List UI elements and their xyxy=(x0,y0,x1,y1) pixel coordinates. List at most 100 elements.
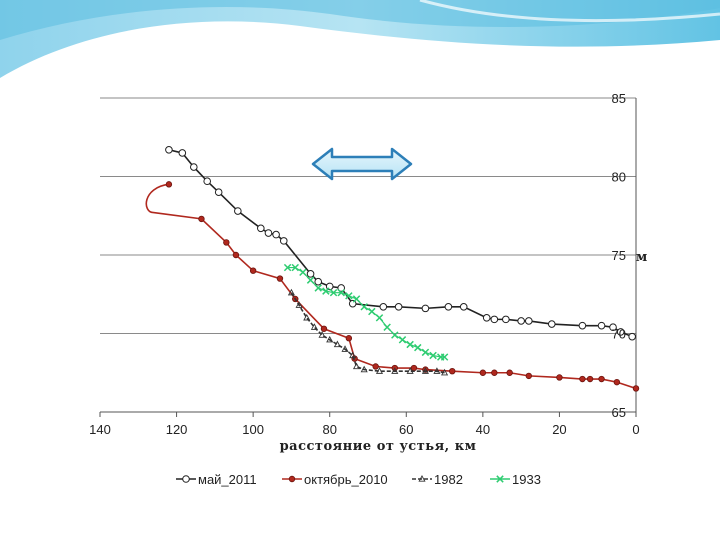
chart-ticks: 65 70 75 80 85 140 120 100 80 60 40 20 0 xyxy=(89,91,639,437)
chart-series xyxy=(145,146,640,392)
point-май_2011-16 xyxy=(394,303,403,311)
y-tick-label-70: 70 xyxy=(612,327,626,342)
x-axis-title: расстояние от устья, км xyxy=(280,439,477,454)
point-октябрь_2010-2 xyxy=(223,239,230,246)
point-1933-1-b xyxy=(291,263,299,272)
point-май_2011-10 xyxy=(306,270,315,278)
x-tick-label-20: 20 xyxy=(552,422,566,437)
point-1982-8 xyxy=(349,351,357,359)
point-май_2011-20 xyxy=(482,314,491,322)
point-октябрь_2010-7 xyxy=(320,325,328,332)
line-1982 xyxy=(290,292,445,374)
point-октябрь_2010-0 xyxy=(165,181,173,188)
point-1933-17 xyxy=(414,343,422,352)
point-1933-10 xyxy=(360,303,368,311)
point-май_2011-24 xyxy=(525,317,533,325)
point-1982-6 xyxy=(333,340,341,348)
y-tick-label-80: 80 xyxy=(612,170,626,185)
point-1982-12 xyxy=(391,367,399,374)
point-1982-7 xyxy=(341,345,349,352)
legend-marker-1933-b xyxy=(496,475,504,483)
point-1933-1 xyxy=(291,263,299,272)
y-tick-label-85: 85 xyxy=(612,91,626,106)
point-май_2011-9 xyxy=(279,237,288,245)
point-1933-16-b xyxy=(406,340,414,349)
point-май_2011-1 xyxy=(178,149,187,157)
point-1933-15 xyxy=(398,336,407,344)
point-1982-1 xyxy=(295,301,303,308)
point-1933-9 xyxy=(352,295,361,303)
banner-stripe xyxy=(419,0,720,23)
point-май_2011-18 xyxy=(444,303,453,311)
point-май_2011-2 xyxy=(190,163,198,171)
point-май_2011-29 xyxy=(616,328,625,336)
point-октябрь_2010-14 xyxy=(449,367,456,375)
point-1933-12-b xyxy=(375,314,384,322)
legend: май_2011 октябрь_2010 1982 1933 xyxy=(176,472,541,487)
point-1933-19 xyxy=(429,351,437,360)
point-1982-14 xyxy=(421,367,429,374)
point-1933-16 xyxy=(406,340,414,349)
point-октябрь_2010-16 xyxy=(491,369,498,376)
point-октябрь_2010-23 xyxy=(613,378,621,386)
point-1933-7 xyxy=(337,288,345,297)
legend-label-октябрь_2010: октябрь_2010 xyxy=(304,472,388,487)
x-tick-label-80: 80 xyxy=(322,422,336,437)
x-tick-label-40: 40 xyxy=(476,422,490,437)
x-tick-label-60: 60 xyxy=(399,422,413,437)
point-1933-7-b xyxy=(337,288,345,297)
legend-marker-1933 xyxy=(496,475,504,483)
point-1933-21 xyxy=(440,353,449,361)
point-1933-18 xyxy=(421,348,430,357)
double-arrow-icon xyxy=(311,147,413,181)
legend-label-1982: 1982 xyxy=(434,472,463,487)
point-1982-13 xyxy=(406,367,414,374)
point-октябрь_2010-3 xyxy=(232,251,240,259)
point-1933-18-b xyxy=(421,348,430,357)
point-май_2011-7 xyxy=(264,229,273,237)
point-1933-9-b xyxy=(352,295,361,303)
point-1933-5 xyxy=(322,287,330,295)
point-1933-8-b xyxy=(345,292,353,300)
point-1933-12 xyxy=(375,314,384,322)
point-1933-19-b xyxy=(429,351,437,360)
point-1982-0 xyxy=(287,288,295,296)
point-1982-11 xyxy=(375,367,384,374)
point-май_2011-13 xyxy=(337,284,346,292)
point-1982-15 xyxy=(433,367,441,374)
line-1933 xyxy=(287,266,445,358)
point-октябрь_2010-18 xyxy=(525,372,532,380)
point-май_2011-3 xyxy=(203,177,211,186)
point-1933-2-b xyxy=(299,268,307,277)
point-1982-9 xyxy=(352,362,361,370)
point-1933-3 xyxy=(306,276,315,284)
point-1933-10-b xyxy=(360,303,368,311)
point-октябрь_2010-1 xyxy=(198,215,205,223)
point-1933-15-b xyxy=(398,336,407,344)
point-1933-4 xyxy=(314,284,322,292)
point-1933-6-b xyxy=(329,288,338,297)
legend-marker-октябрь_2010 xyxy=(288,475,296,483)
point-май_2011-11 xyxy=(314,277,323,286)
point-октябрь_2010-12 xyxy=(410,364,418,372)
point-1933-3-b xyxy=(306,276,315,284)
point-октябрь_2010-10 xyxy=(372,363,379,370)
point-1982-10 xyxy=(360,365,368,373)
point-1933-4-b xyxy=(314,284,322,292)
y-axis-unit-label: м xyxy=(636,250,647,265)
point-май_2011-28 xyxy=(609,323,617,332)
point-май_2011-19 xyxy=(459,303,468,311)
point-1982-5 xyxy=(326,335,334,343)
legend-marker-май_2011 xyxy=(182,475,190,483)
point-май_2011-17 xyxy=(421,304,430,313)
series-октябрь_2010 xyxy=(145,181,640,392)
point-1982-3 xyxy=(310,323,318,330)
point-октябрь_2010-8 xyxy=(345,335,353,342)
point-1933-14 xyxy=(391,331,399,339)
point-октябрь_2010-21 xyxy=(586,375,594,383)
banner-wave-front xyxy=(0,0,720,40)
x-tick-label-100: 100 xyxy=(242,422,264,437)
series-1933 xyxy=(283,263,449,361)
point-май_2011-6 xyxy=(257,224,265,233)
point-1982-4 xyxy=(318,331,326,338)
